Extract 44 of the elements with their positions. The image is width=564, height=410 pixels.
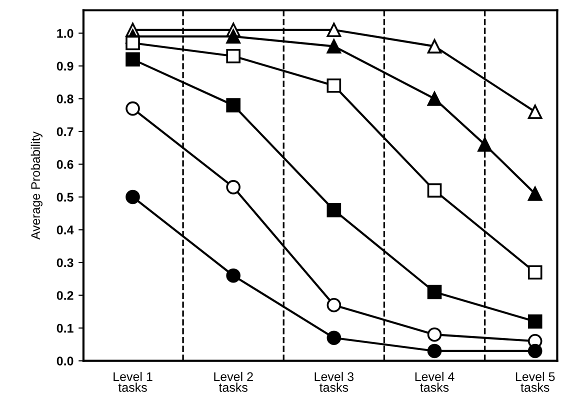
point xyxy=(427,344,442,358)
x-tick-label: Level 1 tasks xyxy=(114,372,152,392)
point xyxy=(326,39,342,54)
point xyxy=(226,98,240,112)
point xyxy=(126,190,140,204)
y-tick-label: 0.0 xyxy=(56,356,74,366)
x-tick-label: Level 3 tasks xyxy=(314,372,354,392)
point xyxy=(226,268,240,283)
x-tick-label: Level 2 tasks xyxy=(214,372,253,392)
point xyxy=(427,39,442,54)
point xyxy=(126,36,140,50)
y-tick-label: 0.1 xyxy=(56,324,74,333)
y-tick-label: 0.5 xyxy=(56,192,74,202)
point xyxy=(528,104,542,119)
point xyxy=(326,298,342,312)
point xyxy=(478,137,492,152)
y-tick-label: 0.9 xyxy=(56,62,74,71)
y-tick-label: 0.8 xyxy=(56,94,74,104)
point xyxy=(126,101,140,116)
point xyxy=(427,327,442,342)
point xyxy=(528,186,542,201)
point xyxy=(226,48,240,64)
point xyxy=(326,78,342,93)
point xyxy=(226,180,240,194)
point xyxy=(528,314,542,329)
point xyxy=(126,52,140,67)
point xyxy=(427,284,442,300)
y-tick-label: 0.3 xyxy=(56,258,74,268)
x-tick-label: Level 4 tasks xyxy=(415,372,454,392)
y-tick-label: 0.7 xyxy=(56,127,74,136)
y-axis-title: Average Probability xyxy=(30,131,42,240)
point xyxy=(326,22,342,38)
point xyxy=(226,29,240,44)
point xyxy=(528,265,542,280)
y-tick-label: 1.0 xyxy=(57,28,74,38)
point xyxy=(528,344,542,358)
y-tick-label: 0.2 xyxy=(56,291,74,300)
x-tick-label: Level 5 tasks xyxy=(516,372,555,392)
point xyxy=(427,92,442,106)
point xyxy=(326,202,342,218)
point xyxy=(427,183,442,198)
y-tick-label: 0.4 xyxy=(56,226,74,234)
point xyxy=(326,330,342,346)
y-tick-label: 0.6 xyxy=(56,160,74,169)
